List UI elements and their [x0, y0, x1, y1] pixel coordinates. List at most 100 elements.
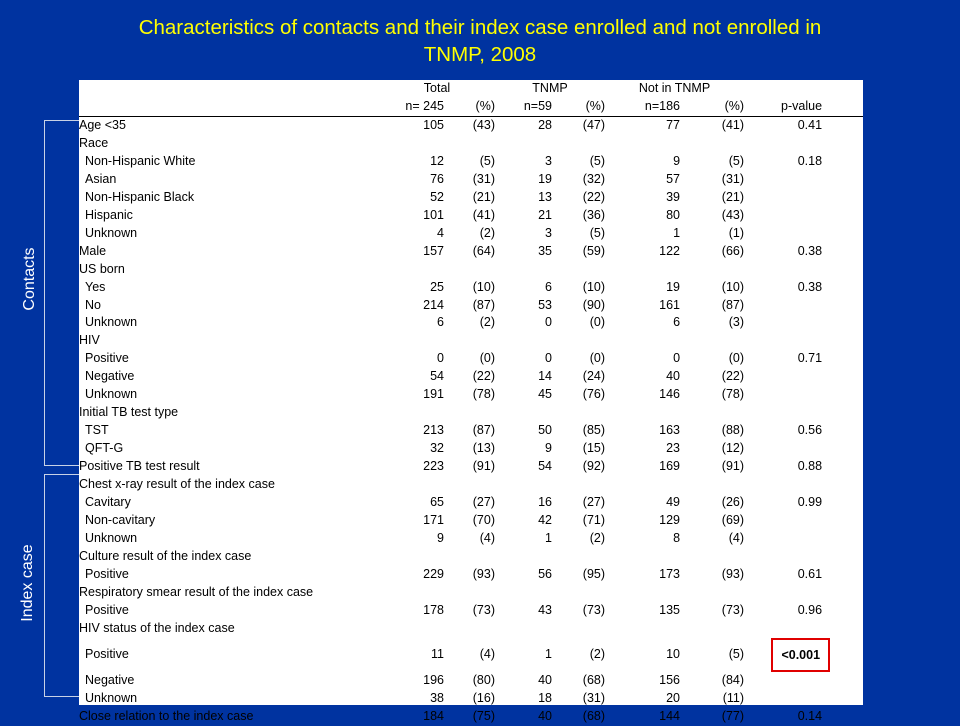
total-pct-cell: (22): [472, 369, 495, 384]
total-count-cell: 12: [430, 153, 444, 168]
total-pct-cell: (75): [472, 708, 495, 723]
total-pct-cell: (27): [472, 495, 495, 510]
total-pct-cell: (21): [472, 189, 495, 204]
not-tnmp-pct-cell: [680, 548, 744, 566]
total-count-cell: 214: [423, 297, 444, 312]
row-label: Respiratory smear result of the index ca…: [79, 584, 314, 599]
not-tnmp-count-cell: [605, 620, 680, 638]
not-tnmp-count-cell: [605, 135, 680, 153]
total-pct-cell: (4): [479, 646, 495, 661]
highlighted-p-value: <0.001: [771, 637, 831, 672]
tnmp-pct-cell: (27): [582, 495, 606, 510]
not-tnmp-pct-cell: (41): [721, 118, 745, 132]
table-row: Asian 76 (31) 19 (32) 57 (31): [79, 171, 863, 189]
tnmp-count-cell: [495, 135, 552, 153]
p-value-cell: [744, 404, 822, 422]
tnmp-count-cell: 9: [545, 441, 552, 456]
total-pct-cell: (87): [472, 423, 495, 438]
total-count-cell: [379, 404, 444, 422]
table-row: Non-Hispanic Black 52 (21) 13 (22) 39 (21): [79, 189, 863, 207]
row-label: Yes: [85, 279, 106, 294]
not-tnmp-pct-cell: (0): [728, 351, 745, 366]
total-count-cell: 52: [430, 189, 444, 204]
total-count-cell: 157: [423, 243, 444, 258]
total-count-cell: 229: [423, 566, 444, 581]
spacer-cell: [822, 708, 863, 726]
not-tnmp-count-cell: [605, 584, 680, 602]
tnmp-count-cell: [495, 620, 552, 638]
p-value-cell: 0.38: [797, 279, 823, 294]
spacer-cell: [822, 386, 863, 404]
total-count-cell: [379, 620, 444, 638]
table-row: Unknown 38 (16) 18 (31) 20 (11): [79, 690, 863, 708]
total-count-cell: 11: [431, 646, 444, 661]
not-tnmp-count-cell: 135: [659, 602, 681, 617]
not-tnmp-pct-cell: (84): [721, 672, 745, 687]
index-case-bracket: [44, 474, 79, 697]
p-value-cell: [744, 189, 822, 207]
p-value-cell: [744, 207, 822, 225]
tnmp-count-cell: 3: [545, 225, 552, 240]
table-row: Chest x-ray result of the index case: [79, 476, 863, 494]
not-tnmp-pct-cell: (10): [721, 279, 745, 294]
spacer-cell: [822, 117, 863, 135]
total-count-cell: 25: [430, 279, 444, 294]
data-table-panel: Total TNMP Not in TNMP n= 245 (%) n=59 (…: [79, 80, 864, 723]
table-row: Positive 178 (73) 43 (73) 135 (73) 0.96: [79, 602, 863, 620]
total-pct-cell: (2): [479, 315, 495, 330]
header-total-n: n= 245: [405, 99, 444, 114]
not-tnmp-pct-cell: [680, 404, 744, 422]
table-row: Age <35 105 (43) 28 (47) 77 (41) 0.41: [79, 117, 863, 135]
spacer-cell: [822, 476, 863, 494]
not-tnmp-pct-cell: (78): [721, 387, 745, 402]
spacer-cell: [822, 368, 863, 386]
tnmp-pct-cell: (59): [582, 243, 606, 258]
spacer-cell: [822, 584, 863, 602]
not-tnmp-pct-cell: (5): [728, 646, 745, 661]
total-count-cell: 6: [437, 315, 444, 330]
not-tnmp-count-cell: [605, 476, 680, 494]
not-tnmp-pct-cell: (93): [721, 566, 745, 581]
row-label: QFT-G: [85, 441, 124, 456]
not-tnmp-pct-cell: [680, 620, 744, 638]
header-tnmp-n: n=59: [523, 99, 552, 114]
tnmp-count-cell: 50: [538, 423, 552, 438]
spacer-cell: [822, 530, 863, 548]
not-tnmp-pct-cell: [680, 332, 744, 350]
tnmp-pct-cell: (5): [589, 225, 606, 240]
tnmp-pct-cell: (36): [582, 207, 606, 222]
not-tnmp-count-cell: 20: [666, 690, 681, 705]
total-pct-cell: [444, 548, 495, 566]
not-tnmp-count-cell: 10: [666, 646, 681, 661]
not-tnmp-count-cell: 173: [659, 566, 681, 581]
row-label: HIV status of the index case: [79, 620, 235, 635]
tnmp-count-cell: 42: [538, 512, 552, 527]
total-count-cell: [379, 584, 444, 602]
not-tnmp-pct-cell: (26): [721, 495, 745, 510]
row-label: Unknown: [85, 387, 138, 402]
p-value-cell: [744, 171, 822, 189]
not-tnmp-pct-cell: (4): [728, 530, 745, 545]
total-pct-cell: [444, 584, 495, 602]
row-label: Male: [79, 243, 107, 258]
row-label: Positive: [85, 351, 129, 366]
tnmp-pct-cell: (90): [582, 297, 606, 312]
p-value-cell: 0.96: [797, 602, 823, 617]
not-tnmp-count-cell: [605, 332, 680, 350]
p-value-cell: 0.61: [797, 566, 823, 581]
row-label: Unknown: [85, 225, 138, 240]
row-label: Positive: [85, 566, 129, 581]
p-value-cell: [744, 368, 822, 386]
table-row: Culture result of the index case: [79, 548, 863, 566]
tnmp-pct-cell: (31): [582, 690, 606, 705]
total-pct-cell: (78): [472, 387, 495, 402]
total-pct-cell: (0): [479, 351, 495, 366]
tnmp-count-cell: 28: [538, 118, 552, 132]
p-value-cell: 0.18: [797, 153, 823, 168]
spacer-cell: [822, 332, 863, 350]
tnmp-count-cell: [495, 404, 552, 422]
total-count-cell: 101: [423, 207, 444, 222]
row-label: HIV: [79, 333, 100, 348]
tnmp-count-cell: 1: [545, 646, 552, 661]
p-value-cell: [744, 297, 822, 315]
